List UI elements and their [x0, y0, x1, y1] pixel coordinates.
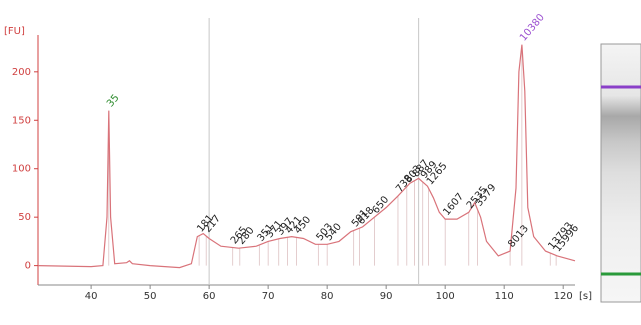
background — [0, 0, 641, 325]
y-tick-label: 50 — [18, 212, 31, 223]
x-tick-label: 100 — [436, 291, 455, 302]
x-tick-label: 40 — [85, 291, 98, 302]
electropherogram-screen: [FU] [s] 0 50 100 150 200 40 50 60 70 80 90 100 110 1… — [0, 0, 641, 325]
y-axis-label: [FU] — [4, 26, 25, 37]
x-tick-label: 60 — [203, 291, 216, 302]
y-tick-label: 150 — [12, 115, 31, 126]
y-tick-label: 200 — [12, 67, 31, 78]
gel-lane — [601, 44, 641, 302]
x-tick-label: 110 — [495, 291, 514, 302]
y-tick-label: 0 — [25, 261, 31, 272]
y-tick-label: 100 — [12, 164, 31, 175]
x-tick-label: 120 — [554, 291, 573, 302]
x-tick-label: 50 — [144, 291, 157, 302]
x-tick-label: 90 — [380, 291, 393, 302]
x-tick-label: 70 — [262, 291, 275, 302]
x-tick-label: 80 — [321, 291, 334, 302]
x-axis-label: [s] — [579, 291, 592, 302]
